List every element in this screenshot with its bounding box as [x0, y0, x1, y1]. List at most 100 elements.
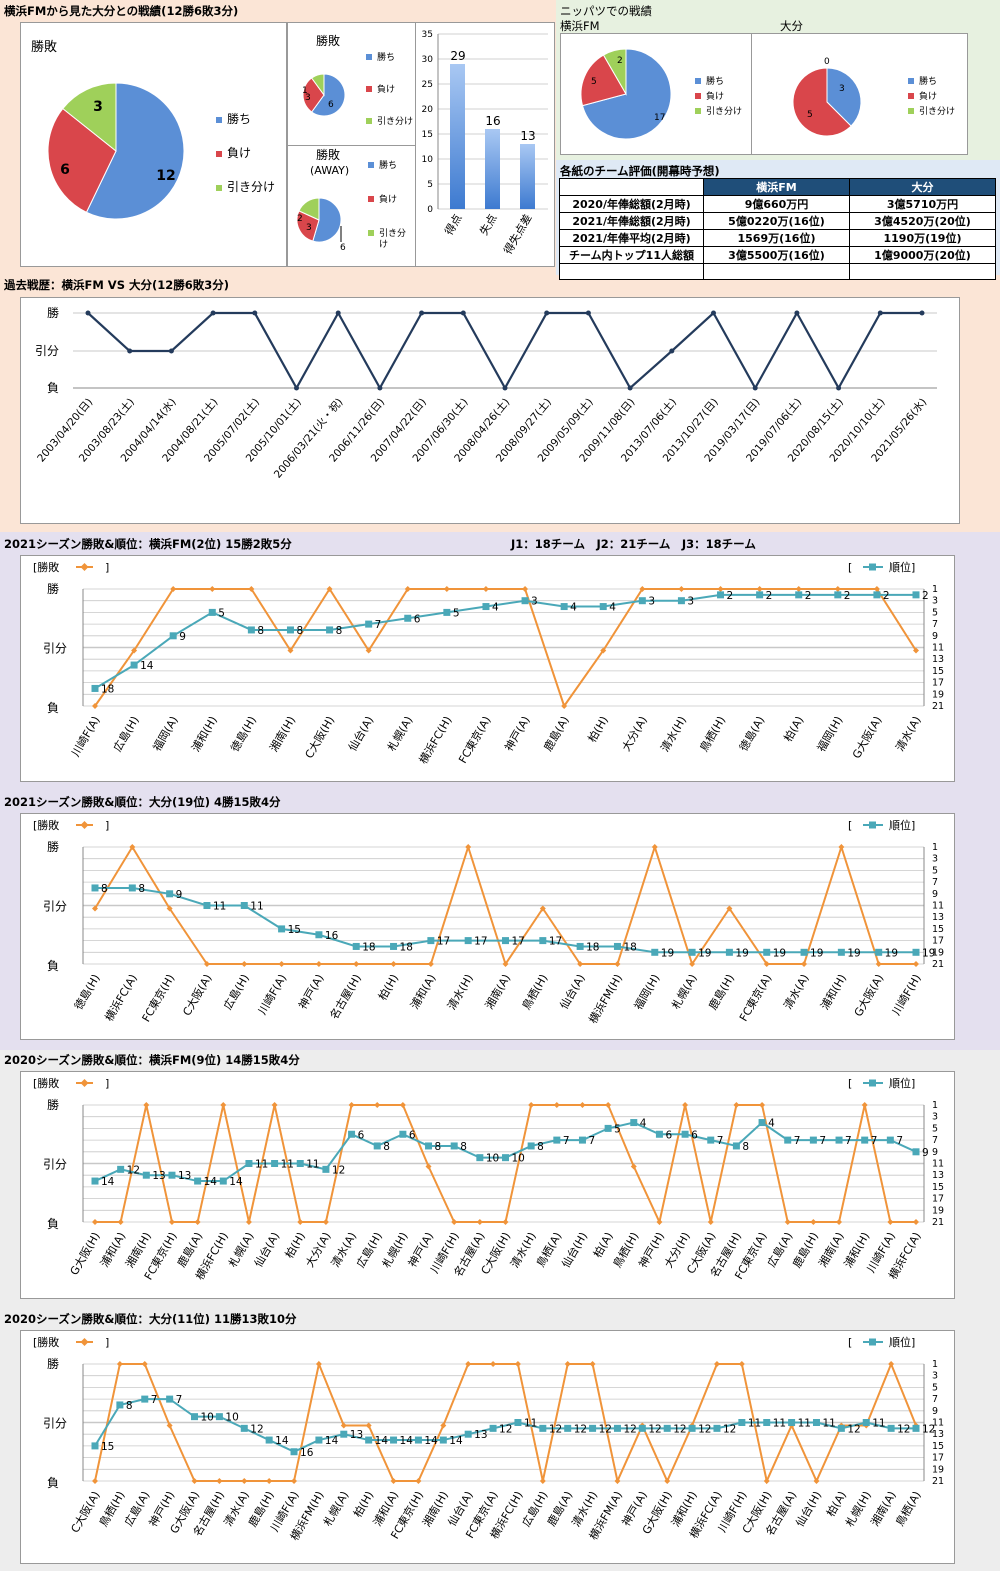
opponent-label: 神戸(A)	[501, 714, 532, 754]
rank-point	[837, 948, 845, 956]
rank-point	[169, 632, 177, 640]
loss-slice-value: 6	[60, 162, 70, 178]
rank-value-label: 11	[872, 1418, 885, 1430]
rank-point	[630, 1119, 638, 1127]
rank-value-label: 15	[101, 1441, 114, 1453]
rank-value-label: 7	[151, 1394, 158, 1406]
evaluation-row-label: 2021/年俸平均(2月時)	[559, 229, 704, 247]
evaluation-fm-value: 5億0220万(16位)	[703, 212, 850, 230]
rank-tick-label: 21	[932, 959, 944, 970]
opponent-label: 鹿島(A)	[541, 714, 572, 754]
rank-value-label: 12	[599, 1423, 612, 1435]
evaluation-fm-value: 9億660万円	[703, 195, 850, 213]
rank-value-label: 19	[773, 947, 786, 959]
record-point	[873, 586, 880, 592]
rank-value-label: 11	[773, 1418, 786, 1430]
legend-win-swatch	[216, 117, 222, 123]
record-point	[451, 1219, 458, 1225]
rank-point	[476, 1154, 484, 1162]
rank-value-label: 6	[409, 1129, 416, 1141]
record-point	[733, 1102, 740, 1108]
record-point	[92, 1219, 98, 1225]
record-point	[220, 1102, 227, 1108]
legend-draw-label: 引き分け	[919, 106, 955, 117]
rank-point	[194, 1177, 202, 1185]
opponent-label: 柏(H)	[375, 972, 401, 1003]
rank-value-label: 11	[255, 1159, 268, 1171]
rank-tick-label: 3	[932, 1371, 938, 1382]
rank-tick-label: 5	[932, 1382, 938, 1393]
rank-value-label: 16	[325, 930, 339, 942]
record-point	[390, 961, 397, 967]
rank-value-label: 8	[257, 625, 264, 637]
history-point	[502, 385, 508, 391]
rank-point	[208, 608, 216, 616]
history-point	[335, 310, 341, 316]
rank-value-label: 4	[640, 1118, 647, 1130]
rank-point	[215, 1413, 223, 1421]
legend-bracket: [	[848, 561, 852, 574]
legend-win-swatch	[366, 54, 372, 60]
rank-value-label: 18	[362, 941, 375, 953]
rank-value-label: 7	[845, 1135, 852, 1147]
record-point	[92, 1478, 98, 1484]
rank-value-label: 8	[296, 625, 303, 637]
legend-rank-marker	[869, 1338, 876, 1346]
opponent-label: 柏(A)	[590, 1230, 616, 1260]
legend-draw-label: け	[379, 239, 388, 250]
legend-record-marker	[80, 821, 89, 829]
win-slice	[85, 82, 185, 220]
record-point	[630, 1163, 637, 1170]
record-point	[465, 844, 472, 850]
rank-tick-label: 3	[932, 1112, 938, 1123]
rank-value-label: 19	[735, 947, 748, 959]
loss-slice	[47, 107, 117, 213]
season-fm-2020-panel: [勝敗][順位] 1 3 5 7 9 11 13 15 17 19 21 勝引分負 14 12 13 13 14 1…	[20, 1071, 955, 1299]
rank-point	[390, 942, 398, 950]
opponent-label: 仙台(A)	[557, 972, 588, 1012]
record-point	[143, 1102, 150, 1108]
win-slice-value: 6	[328, 100, 334, 110]
rank-value-label: 12	[648, 1423, 661, 1435]
rank-point	[758, 1119, 766, 1127]
record-tick-label: 引分	[43, 1158, 67, 1172]
record-point	[245, 1219, 252, 1225]
opponent-label: 福岡(H)	[631, 972, 663, 1013]
draw-slice	[602, 48, 627, 96]
opponent-label: 仙台(A)	[345, 714, 376, 754]
opponent-label: 神戸(A)	[295, 972, 326, 1012]
legend-draw-swatch	[366, 118, 372, 124]
rank-value-label: 3	[687, 596, 694, 608]
rank-value-label: 11	[822, 1418, 835, 1430]
record-point	[838, 844, 845, 850]
legend-win-swatch	[695, 78, 701, 84]
rank-value-label: 7	[717, 1135, 724, 1147]
rank-tick-label: 11	[932, 643, 944, 654]
record-point	[166, 905, 173, 912]
rank-point	[142, 1171, 150, 1179]
record-point	[689, 961, 696, 967]
history-point	[585, 310, 591, 316]
legend-draw-label: 引き分け	[377, 116, 413, 127]
record-tick-label: 引分	[43, 900, 67, 914]
opponent-label: 横浜FC(H)	[416, 714, 455, 767]
legend-bracket: [	[848, 819, 852, 832]
record-point	[322, 1219, 329, 1225]
y-label: 負	[47, 381, 59, 395]
record-point	[326, 586, 333, 592]
rank-point	[240, 1424, 248, 1432]
rank-value-label: 13	[350, 1429, 363, 1441]
opponent-label: 横浜FM(H)	[586, 972, 625, 1026]
win-slice-value: 17	[654, 113, 665, 123]
rank-tick-label: 13	[932, 912, 944, 923]
legend-loss-swatch	[908, 93, 914, 99]
record-point	[116, 1361, 123, 1367]
rank-point	[166, 890, 174, 898]
legend-loss-label: 負け	[227, 146, 251, 160]
record-point	[759, 1102, 766, 1108]
rank-point	[365, 1436, 373, 1444]
legend-record-marker	[80, 1338, 89, 1346]
